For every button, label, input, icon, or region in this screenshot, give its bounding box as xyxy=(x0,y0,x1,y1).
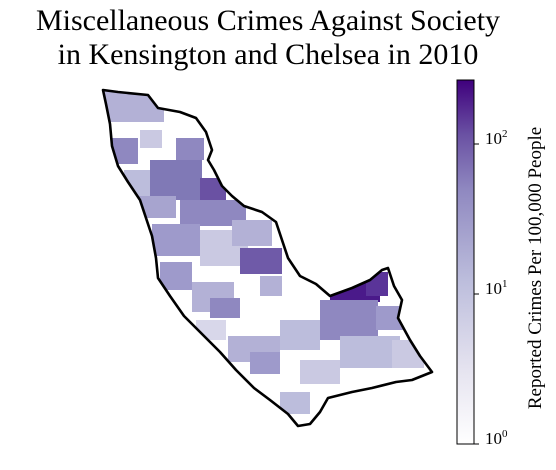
ward-areas xyxy=(90,80,440,440)
colorbar-tick-1: 100 xyxy=(485,428,508,449)
colorbar-label: Reported Crimes Per 100,000 People xyxy=(525,127,547,409)
colorbar-tick-100: 102 xyxy=(485,128,508,149)
colorbar-ticks xyxy=(474,144,479,444)
colorbar xyxy=(457,80,474,444)
colorbar-tick-10: 101 xyxy=(485,278,508,299)
